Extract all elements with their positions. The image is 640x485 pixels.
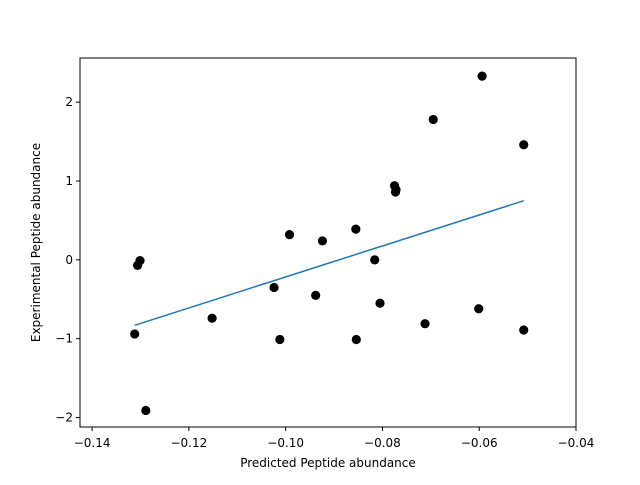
data-point: [135, 256, 145, 266]
data-point: [370, 255, 380, 265]
data-point: [474, 304, 484, 314]
y-tick-label: −1: [55, 332, 73, 346]
data-point: [207, 313, 217, 323]
x-axis: −0.14 −0.12 −0.10 −0.08 −0.06 −0.04: [74, 427, 595, 450]
data-point: [130, 329, 140, 339]
x-tick-label: −0.12: [170, 436, 207, 450]
data-point: [311, 290, 321, 300]
plot-marks: [130, 71, 529, 416]
data-point: [317, 236, 328, 246]
data-point: [351, 224, 361, 234]
data-point: [141, 405, 151, 416]
data-point: [351, 334, 361, 345]
x-tick-label: −0.06: [461, 436, 498, 450]
data-point: [269, 282, 279, 293]
data-point: [519, 140, 529, 150]
x-tick-label: −0.08: [364, 436, 401, 450]
x-axis-label: Predicted Peptide abundance: [240, 456, 416, 470]
y-tick-label: 1: [65, 174, 73, 188]
data-point: [420, 319, 430, 329]
x-tick-label: −0.04: [558, 436, 595, 450]
data-point: [519, 325, 529, 335]
y-axis: −2 −1 0 1 2: [55, 95, 80, 425]
data-point: [428, 114, 438, 125]
fit-line: [134, 199, 524, 327]
y-tick-label: −2: [55, 411, 73, 425]
y-axis-label: Experimental Peptide abundance: [29, 143, 43, 342]
data-point: [391, 185, 401, 195]
data-point: [477, 71, 487, 81]
plot-frame: [79, 57, 577, 428]
x-tick-label: −0.14: [74, 436, 111, 450]
x-tick-label: −0.10: [267, 436, 304, 450]
data-point: [284, 230, 295, 240]
y-tick-label: 0: [65, 253, 73, 267]
data-point: [275, 334, 285, 345]
y-tick-label: 2: [65, 95, 73, 109]
data-point: [375, 298, 385, 308]
